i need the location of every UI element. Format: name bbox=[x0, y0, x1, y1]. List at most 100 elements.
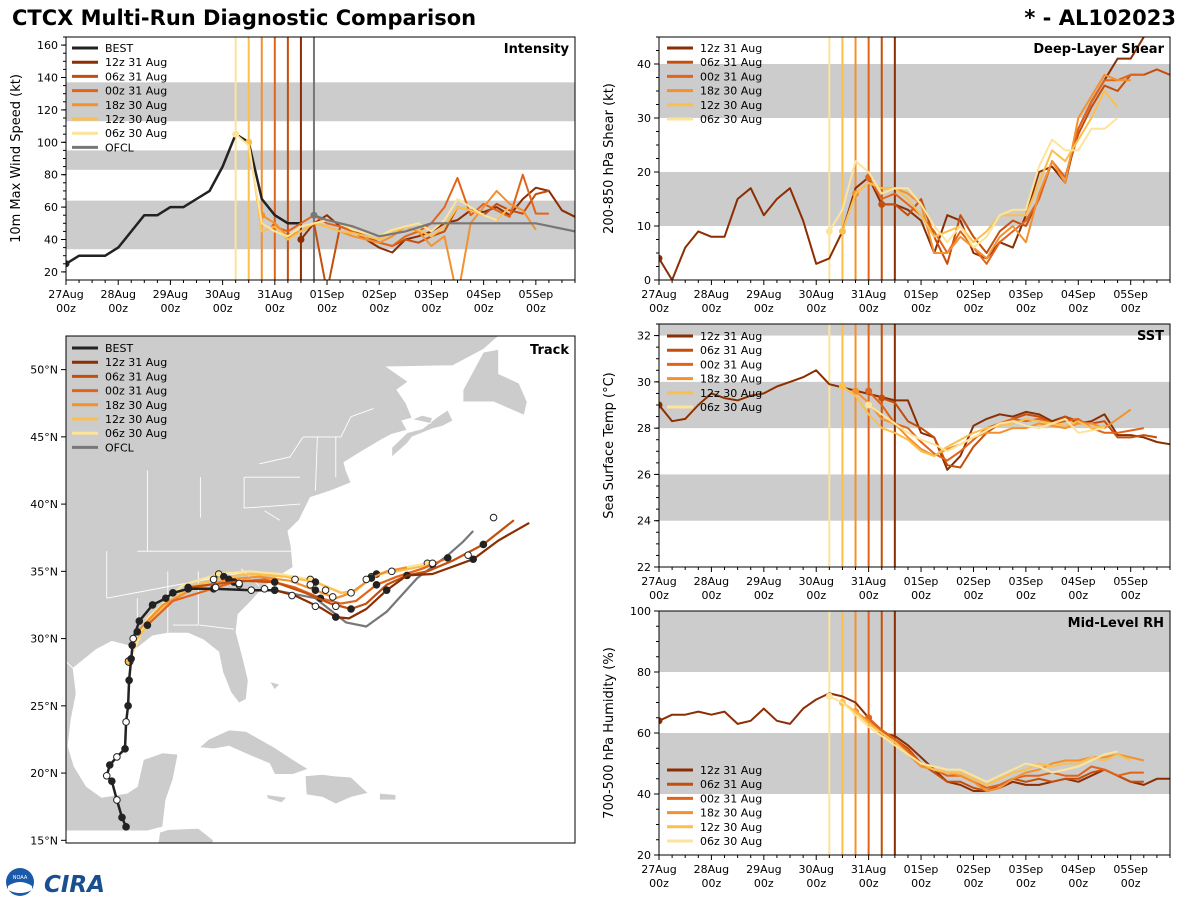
sst-xtick-hour: 00z bbox=[964, 589, 984, 602]
sst-xtick-date: 31Aug bbox=[851, 575, 886, 588]
intensity-xtick-date: 01Sep bbox=[310, 288, 345, 301]
intensity-ytick-label: 160 bbox=[37, 39, 58, 52]
cira-logo: NOAA CIRA bbox=[6, 868, 105, 898]
shear-panel-title: Deep-Layer Shear bbox=[1033, 42, 1164, 57]
rh-xtick-hour: 00z bbox=[1016, 877, 1036, 890]
sst-xtick-hour: 00z bbox=[806, 589, 826, 602]
shear-plot-area bbox=[659, 37, 1170, 280]
intensity-ytick-label: 120 bbox=[37, 104, 58, 117]
sst-ylabel: Sea Surface Temp (°C) bbox=[602, 372, 617, 519]
intensity-xtick-hour: 00z bbox=[526, 302, 546, 315]
intensity-band bbox=[66, 150, 575, 170]
rh-legend-label: 06z 30 Aug bbox=[700, 835, 762, 848]
rh-xtick-date: 30Aug bbox=[798, 863, 833, 876]
intensity-ytick-label: 40 bbox=[44, 234, 58, 247]
rh-series-line bbox=[659, 692, 1170, 792]
track-point bbox=[288, 591, 296, 600]
track-legend-label: 00z 31 Aug bbox=[105, 385, 167, 398]
track-point bbox=[122, 718, 130, 726]
shear-xtick-hour: 00z bbox=[1016, 302, 1036, 315]
shear-xtick-hour: 00z bbox=[754, 302, 774, 315]
shear-init-point bbox=[878, 200, 886, 208]
intensity-ylabel: 10m Max Wind Speed (kt) bbox=[9, 74, 24, 243]
sst-legend-label: 06z 30 Aug bbox=[700, 401, 762, 414]
storm-id: * - AL102023 bbox=[1024, 6, 1176, 30]
shear-ytick-label: 10 bbox=[637, 220, 651, 233]
track-frame bbox=[65, 335, 576, 844]
intensity-plot-area bbox=[66, 37, 575, 280]
rh-plot-area bbox=[659, 611, 1170, 855]
rh-xtick-date: 02Sep bbox=[956, 863, 991, 876]
rh-xtick-hour: 00z bbox=[1068, 877, 1088, 890]
intensity-ytick-label: 60 bbox=[44, 201, 58, 214]
puerto-rico-land bbox=[379, 792, 397, 801]
sst-ytick-label: 26 bbox=[637, 468, 651, 481]
sst-series-line bbox=[868, 404, 1105, 453]
track-point bbox=[479, 540, 488, 549]
shear-xtick-date: 04Sep bbox=[1061, 288, 1096, 301]
sst-ytick-label: 24 bbox=[637, 515, 651, 528]
track-point bbox=[362, 575, 371, 584]
track-point bbox=[311, 602, 320, 611]
sst-band bbox=[659, 381, 1170, 429]
chart-title: CTCX Multi-Run Diagnostic Comparison bbox=[12, 6, 477, 30]
sst-xtick-hour: 00z bbox=[1016, 589, 1036, 602]
track-point bbox=[372, 580, 381, 589]
shear-xtick-hour: 00z bbox=[1121, 302, 1141, 315]
track-point bbox=[328, 593, 337, 601]
shear-xtick-date: 30Aug bbox=[798, 288, 833, 301]
sst-xtick-date: 28Aug bbox=[694, 575, 729, 588]
rh-init-point bbox=[825, 692, 833, 700]
sst-frame bbox=[658, 323, 1171, 568]
bahamas-land-2 bbox=[269, 702, 276, 717]
sst-ytick-label: 22 bbox=[637, 561, 651, 574]
track-point bbox=[321, 586, 330, 594]
track-ytick-label: 20°N bbox=[30, 767, 58, 780]
sst-ytick-label: 28 bbox=[637, 422, 651, 435]
track-point bbox=[291, 575, 299, 584]
track-point bbox=[102, 771, 111, 780]
newfoundland-land bbox=[462, 348, 528, 416]
intensity-legend-label: 06z 31 Aug bbox=[105, 70, 167, 83]
track-point bbox=[211, 583, 220, 592]
shear-init-point bbox=[825, 227, 833, 235]
shear-xtick-date: 29Aug bbox=[746, 288, 781, 301]
track-point bbox=[428, 559, 437, 568]
sst-xtick-hour: 00z bbox=[911, 589, 931, 602]
intensity-xtick-hour: 00z bbox=[265, 302, 285, 315]
state-border bbox=[264, 510, 281, 521]
track-point bbox=[306, 580, 315, 589]
shear-xtick-date: 05Sep bbox=[1113, 288, 1148, 301]
shear-legend-label: 18z 30 Aug bbox=[700, 85, 762, 98]
intensity-legend-label: 00z 31 Aug bbox=[105, 85, 167, 98]
intensity-init-point bbox=[66, 260, 70, 268]
track-point bbox=[122, 823, 130, 831]
intensity-xtick-hour: 00z bbox=[369, 302, 389, 315]
pei-land bbox=[410, 414, 434, 424]
north-america-land bbox=[66, 336, 500, 704]
rh-init-point bbox=[659, 717, 663, 725]
shear-init-point bbox=[838, 227, 846, 235]
rh-legend-label: 00z 31 Aug bbox=[700, 792, 762, 805]
rh-ytick-label: 100 bbox=[630, 605, 651, 618]
track-legend-label: 12z 30 Aug bbox=[105, 413, 167, 426]
track-point bbox=[235, 579, 243, 588]
shear-xtick-hour: 00z bbox=[859, 302, 879, 315]
rh-xtick-hour: 00z bbox=[702, 877, 722, 890]
shear-xtick-hour: 00z bbox=[964, 302, 984, 315]
track-ytick-label: 35°N bbox=[30, 565, 58, 578]
sst-xtick-hour: 00z bbox=[649, 589, 669, 602]
intensity-ytick-label: 20 bbox=[44, 266, 58, 279]
intensity-xtick-date: 28Aug bbox=[100, 288, 135, 301]
sst-legend-label: 12z 31 Aug bbox=[700, 330, 762, 343]
sst-xtick-hour: 00z bbox=[1068, 589, 1088, 602]
track-point bbox=[129, 634, 137, 643]
intensity-panel-title: Intensity bbox=[504, 42, 570, 57]
track-point bbox=[464, 551, 472, 560]
hispaniola-land bbox=[304, 773, 370, 805]
noaa-text: NOAA bbox=[13, 875, 28, 881]
track-point bbox=[143, 621, 152, 629]
state-border bbox=[199, 624, 235, 630]
track-point bbox=[108, 777, 116, 785]
track-point bbox=[184, 585, 192, 593]
